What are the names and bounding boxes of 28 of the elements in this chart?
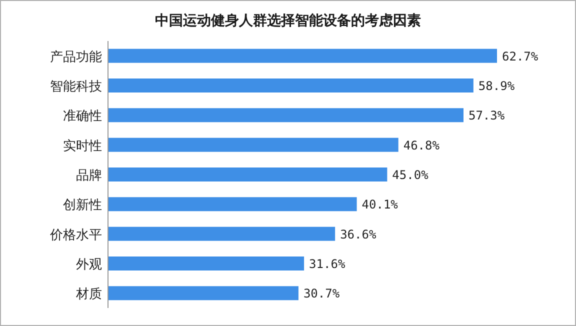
y-tick-label: 材质 bbox=[75, 287, 102, 302]
y-tick-label: 准确性 bbox=[63, 109, 102, 124]
bar bbox=[108, 256, 304, 270]
bar bbox=[108, 138, 398, 152]
bar bbox=[108, 286, 298, 300]
chart-title: 中国运动健身人群选择智能设备的考虑因素 bbox=[155, 13, 421, 29]
y-tick-label: 外观 bbox=[76, 258, 102, 272]
bar bbox=[108, 197, 357, 212]
y-tick-label: 产品功能 bbox=[50, 50, 102, 65]
data-label: 30.7% bbox=[303, 286, 340, 301]
data-label: 62.7% bbox=[502, 49, 539, 64]
data-label: 45.0% bbox=[392, 168, 430, 182]
y-tick-label: 创新性 bbox=[63, 198, 102, 214]
data-label: 36.6% bbox=[340, 227, 377, 242]
bar bbox=[108, 168, 388, 182]
y-tick-label: 价格水平 bbox=[49, 228, 102, 243]
data-label: 46.8% bbox=[403, 138, 440, 152]
bar bbox=[108, 48, 497, 63]
data-label: 58.9% bbox=[478, 79, 516, 93]
data-label: 40.1% bbox=[362, 198, 399, 212]
data-label: 57.3% bbox=[468, 108, 506, 123]
bar bbox=[108, 108, 464, 122]
y-tick-label: 智能科技 bbox=[50, 80, 102, 94]
y-tick-label: 实时性 bbox=[63, 138, 102, 154]
y-tick-label: 品牌 bbox=[76, 168, 102, 184]
bar bbox=[108, 226, 336, 241]
data-label: 31.6% bbox=[309, 257, 346, 271]
bar bbox=[108, 78, 474, 92]
